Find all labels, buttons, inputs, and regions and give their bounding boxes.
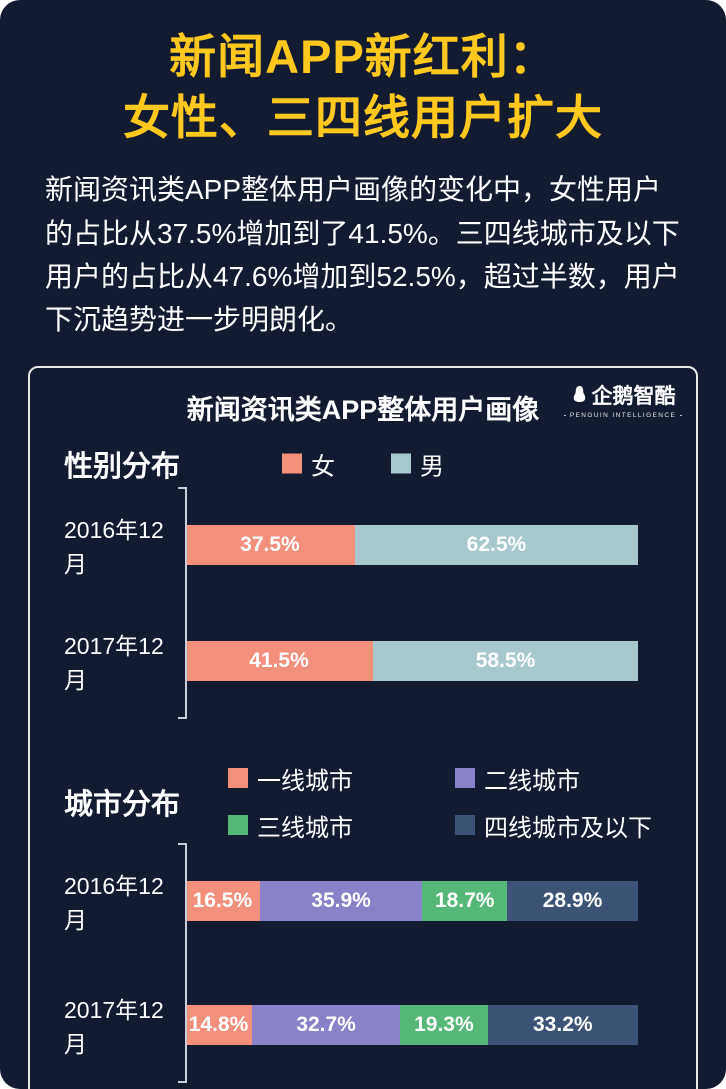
brand-logo: 企鹅智酷 PENGUIN INTELLIGENCE [564,380,683,419]
legend-label: 一线城市 [257,767,353,795]
legend-item: 二线城市 [455,761,662,796]
gender-legend: 女男 [64,446,662,481]
bar-segment: 28.9% [507,880,638,921]
legend-item: 三线城市 [228,808,455,843]
bar-row: 2016年12月 37.5% 62.5% [64,511,638,579]
brand-subtitle-row: PENGUIN INTELLIGENCE [564,411,683,419]
legend-swatch [391,453,411,474]
bar-row: 2017年12月 14.8% 32.7% 19.3% 33.2% [64,991,638,1059]
city-chart: 城市分布 一线城市 二线城市三线城市 四线城市及以下 2016年12月 16.5% 35… [64,763,662,1083]
bar-segment: 62.5% [354,524,638,565]
legend-swatch [455,768,475,789]
city-legend: 一线城市 二线城市三线城市 四线城市及以下 [228,761,662,843]
legend-item: 男 [391,446,444,481]
bar-segment: 35.9% [259,880,423,921]
stacked-bar: 41.5% 58.5% [185,640,638,681]
gender-section-title: 性别分布 [64,450,181,483]
legend-item: 四线城市及以下 [455,808,662,843]
axis-line [178,842,187,1083]
bar-segment: 58.5% [372,640,638,681]
chart-title: 新闻资讯类APP整体用户画像 [186,394,540,425]
bar-segment: 32.7% [252,1004,401,1045]
brand-lockup: 企鹅智酷 [564,380,682,410]
legend-item: 一线城市 [228,761,455,796]
bar-segment: 14.8% [185,1004,253,1045]
page-title-block: 新闻APP新红利： 女性、三四线用户扩大 [0,26,726,148]
stacked-bar: 14.8% 32.7% 19.3% 33.2% [185,1004,638,1045]
legend-label: 三线城市 [257,814,353,842]
bar-category-label: 2016年12月 [64,872,164,933]
penguin-icon [573,386,585,403]
bar-category-label: 2016年12月 [64,516,164,577]
stacked-bar: 16.5% 35.9% 18.7% 28.9% [185,880,638,921]
bar-segment: 16.5% [185,880,260,921]
legend-label: 四线城市及以下 [484,814,652,842]
legend-label: 男 [420,453,444,481]
legend-swatch [282,453,302,474]
bar-category-label: 2017年12月 [64,996,164,1057]
legend-item: 女 [282,446,335,481]
bar-segment: 18.7% [422,880,508,921]
chart-card: 新闻资讯类APP整体用户画像 企鹅智酷 PENGUIN INTELLIGENCE… [28,365,698,1089]
legend-swatch [228,815,248,836]
city-chart-header: 城市分布 一线城市 二线城市三线城市 四线城市及以下 [64,761,662,843]
gender-chart: 性别分布 女男 2016年12月 37.5% 62.5% 2017年12月 41.5% 5… [64,443,662,719]
brand-line-left [564,414,566,416]
brand-line-right [680,414,683,416]
intro-paragraph: 新闻资讯类APP整体用户画像的变化中，女性用户的占比从37.5%增加到了41.5… [45,174,680,336]
brand-subtitle: PENGUIN INTELLIGENCE [569,411,677,419]
legend-label: 女 [311,453,335,481]
page-title: 新闻APP新红利： 女性、三四线用户扩大 [0,26,726,148]
city-section-title: 城市分布 [64,788,181,821]
legend-swatch [228,768,248,789]
bar-segment: 19.3% [400,1004,488,1045]
stacked-bar: 37.5% 62.5% [185,524,638,565]
bar-segment: 37.5% [185,524,355,565]
legend-label: 二线城市 [484,767,580,795]
axis-line [178,486,187,719]
gender-bars: 2016年12月 37.5% 62.5% 2017年12月 41.5% 58.5% [64,486,662,719]
page-title-line1: 新闻APP新红利： [169,30,557,83]
bar-row: 2017年12月 41.5% 58.5% [64,627,638,695]
page-title-line2: 女性、三四线用户扩大 [123,91,603,145]
bar-row: 2016年12月 16.5% 35.9% 18.7% 28.9% [64,867,638,935]
gender-chart-header: 性别分布 女男 [64,443,662,485]
bar-segment: 33.2% [487,1004,638,1045]
legend-swatch [455,815,475,836]
bar-category-label: 2017年12月 [64,632,164,693]
city-bars: 2016年12月 16.5% 35.9% 18.7% 28.9% 2017年12月 14.8… [64,842,662,1083]
bar-segment: 41.5% [185,640,373,681]
brand-name: 企鹅智酷 [591,384,676,408]
